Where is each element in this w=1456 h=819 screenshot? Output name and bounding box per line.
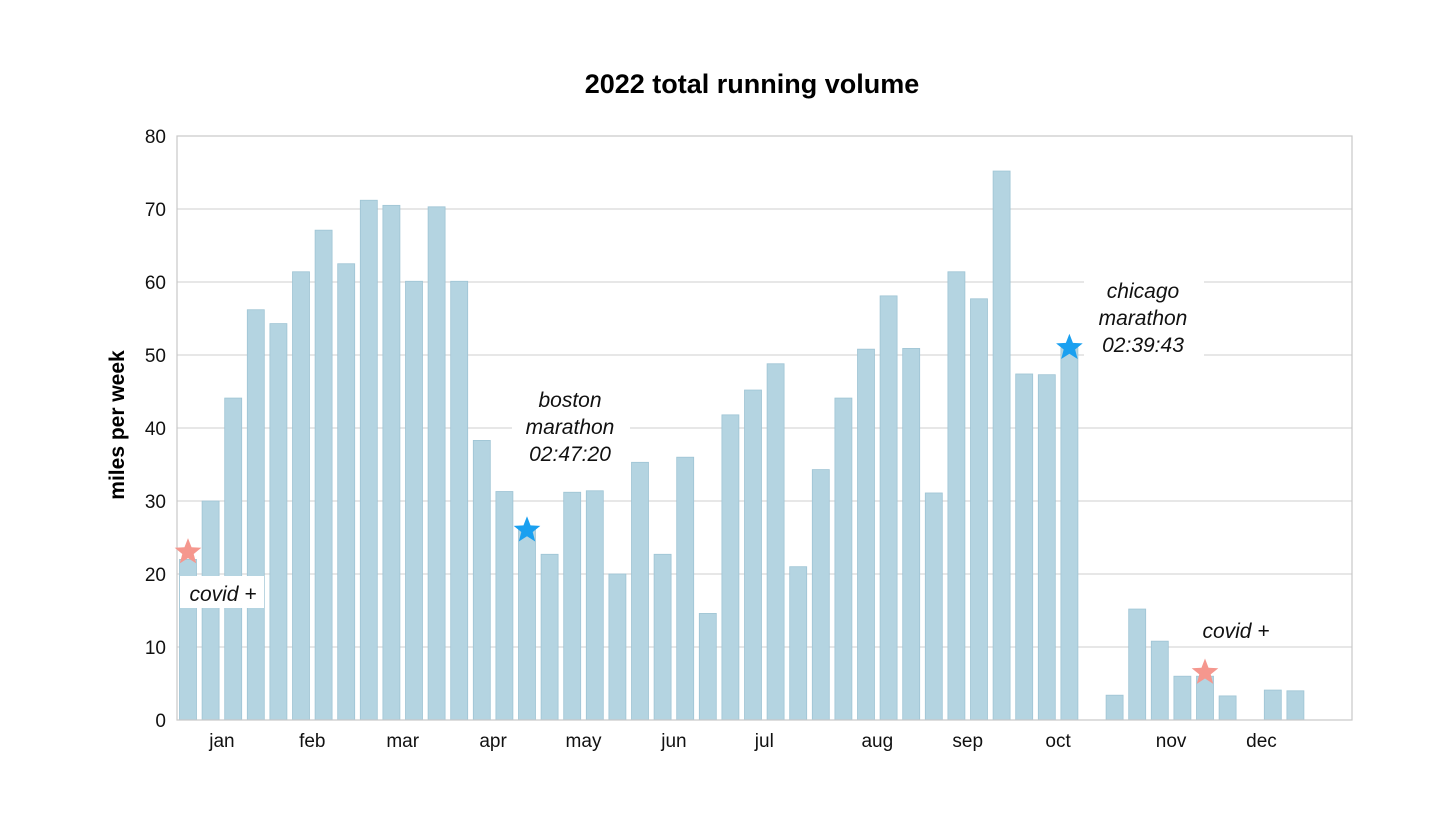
bar <box>224 397 243 721</box>
bar <box>1128 608 1147 721</box>
bar <box>540 553 559 721</box>
x-tick-labels: jan feb mar apr may jun jul aug sep oct nov dec <box>208 731 1277 752</box>
bar <box>721 414 740 721</box>
chicago-label-bg <box>1084 274 1204 360</box>
chicago-annotation-line1: chicago <box>1107 280 1180 303</box>
bar <box>405 280 423 721</box>
y-tick-label: 0 <box>155 711 166 732</box>
bar <box>1218 695 1237 721</box>
y-tick-label: 40 <box>145 419 166 440</box>
bar <box>834 397 853 721</box>
bar <box>1263 689 1282 721</box>
bar <box>744 389 762 721</box>
bar <box>246 309 265 721</box>
y-tick-label: 80 <box>145 127 166 148</box>
x-tick-label: apr <box>479 731 507 752</box>
boston-label-bg <box>512 384 630 470</box>
bar <box>337 263 356 721</box>
chicago-time: 02:39:43 <box>1102 334 1184 357</box>
covid-nov-annotation: covid + <box>1202 620 1269 643</box>
bar <box>766 363 785 721</box>
bar <box>314 229 333 721</box>
y-tick-label: 60 <box>145 273 166 294</box>
markers <box>174 333 1219 684</box>
x-tick-label: feb <box>299 731 325 752</box>
bars <box>179 170 1305 721</box>
bar <box>947 271 966 721</box>
covid-star-jan-icon <box>174 538 202 564</box>
bar <box>789 566 808 721</box>
bar <box>970 298 988 721</box>
y-axis-label: miles per week <box>106 350 129 500</box>
bar <box>879 295 898 721</box>
covid-star-nov-icon <box>1191 658 1219 684</box>
bar <box>698 613 717 721</box>
bar <box>585 490 604 721</box>
bar <box>450 280 469 721</box>
bar <box>631 461 649 721</box>
bar <box>359 199 378 721</box>
bar <box>1037 374 1056 721</box>
bar <box>427 206 446 721</box>
plot-frame <box>176 135 1353 721</box>
bar <box>382 204 401 721</box>
x-tick-label: jul <box>754 731 774 752</box>
y-tick-labels: 0 10 20 30 40 50 60 70 80 <box>145 127 166 732</box>
bar <box>1173 675 1192 721</box>
bar <box>902 348 921 721</box>
x-tick-label: jan <box>208 731 234 752</box>
x-tick-label: nov <box>1156 731 1187 752</box>
bar <box>992 170 1011 721</box>
bar <box>201 500 220 721</box>
bar <box>292 271 310 721</box>
bar <box>1015 373 1034 721</box>
bar <box>653 553 672 721</box>
y-tick-label: 70 <box>145 200 166 221</box>
covid-jan-label-bg <box>180 576 264 608</box>
x-tick-label: dec <box>1246 731 1277 752</box>
bar <box>1150 640 1169 721</box>
bar <box>608 573 627 721</box>
y-tick-label: 50 <box>145 346 166 367</box>
chicago-annotation-line2: marathon <box>1099 307 1188 330</box>
boston-time: 02:47:20 <box>529 443 611 466</box>
chart-title: 2022 total running volume <box>585 69 920 99</box>
y-tick-label: 20 <box>145 565 166 586</box>
bar <box>924 492 943 721</box>
x-tick-label: sep <box>952 731 983 752</box>
x-tick-label: may <box>566 731 602 752</box>
x-tick-label: mar <box>386 731 419 752</box>
bar <box>1105 694 1124 721</box>
y-tick-label: 30 <box>145 492 166 513</box>
bar <box>563 491 582 721</box>
boston-annotation-line2: marathon <box>526 416 615 439</box>
x-tick-label: oct <box>1045 731 1071 752</box>
bar <box>676 456 695 721</box>
bar <box>1196 675 1214 721</box>
y-tick-label: 10 <box>145 638 166 659</box>
bar <box>1060 347 1079 721</box>
bar <box>1286 690 1305 721</box>
chicago-star-icon <box>1056 333 1083 360</box>
bar <box>269 323 288 721</box>
x-tick-label: jun <box>660 731 686 752</box>
x-tick-label: aug <box>861 731 893 752</box>
bar <box>857 348 875 721</box>
bar <box>811 469 830 721</box>
covid-jan-annotation: covid + <box>189 583 256 606</box>
bar <box>472 440 491 721</box>
boston-annotation-line1: boston <box>538 389 601 412</box>
boston-star-icon <box>513 516 541 542</box>
bar <box>518 526 536 721</box>
bar <box>495 491 514 721</box>
